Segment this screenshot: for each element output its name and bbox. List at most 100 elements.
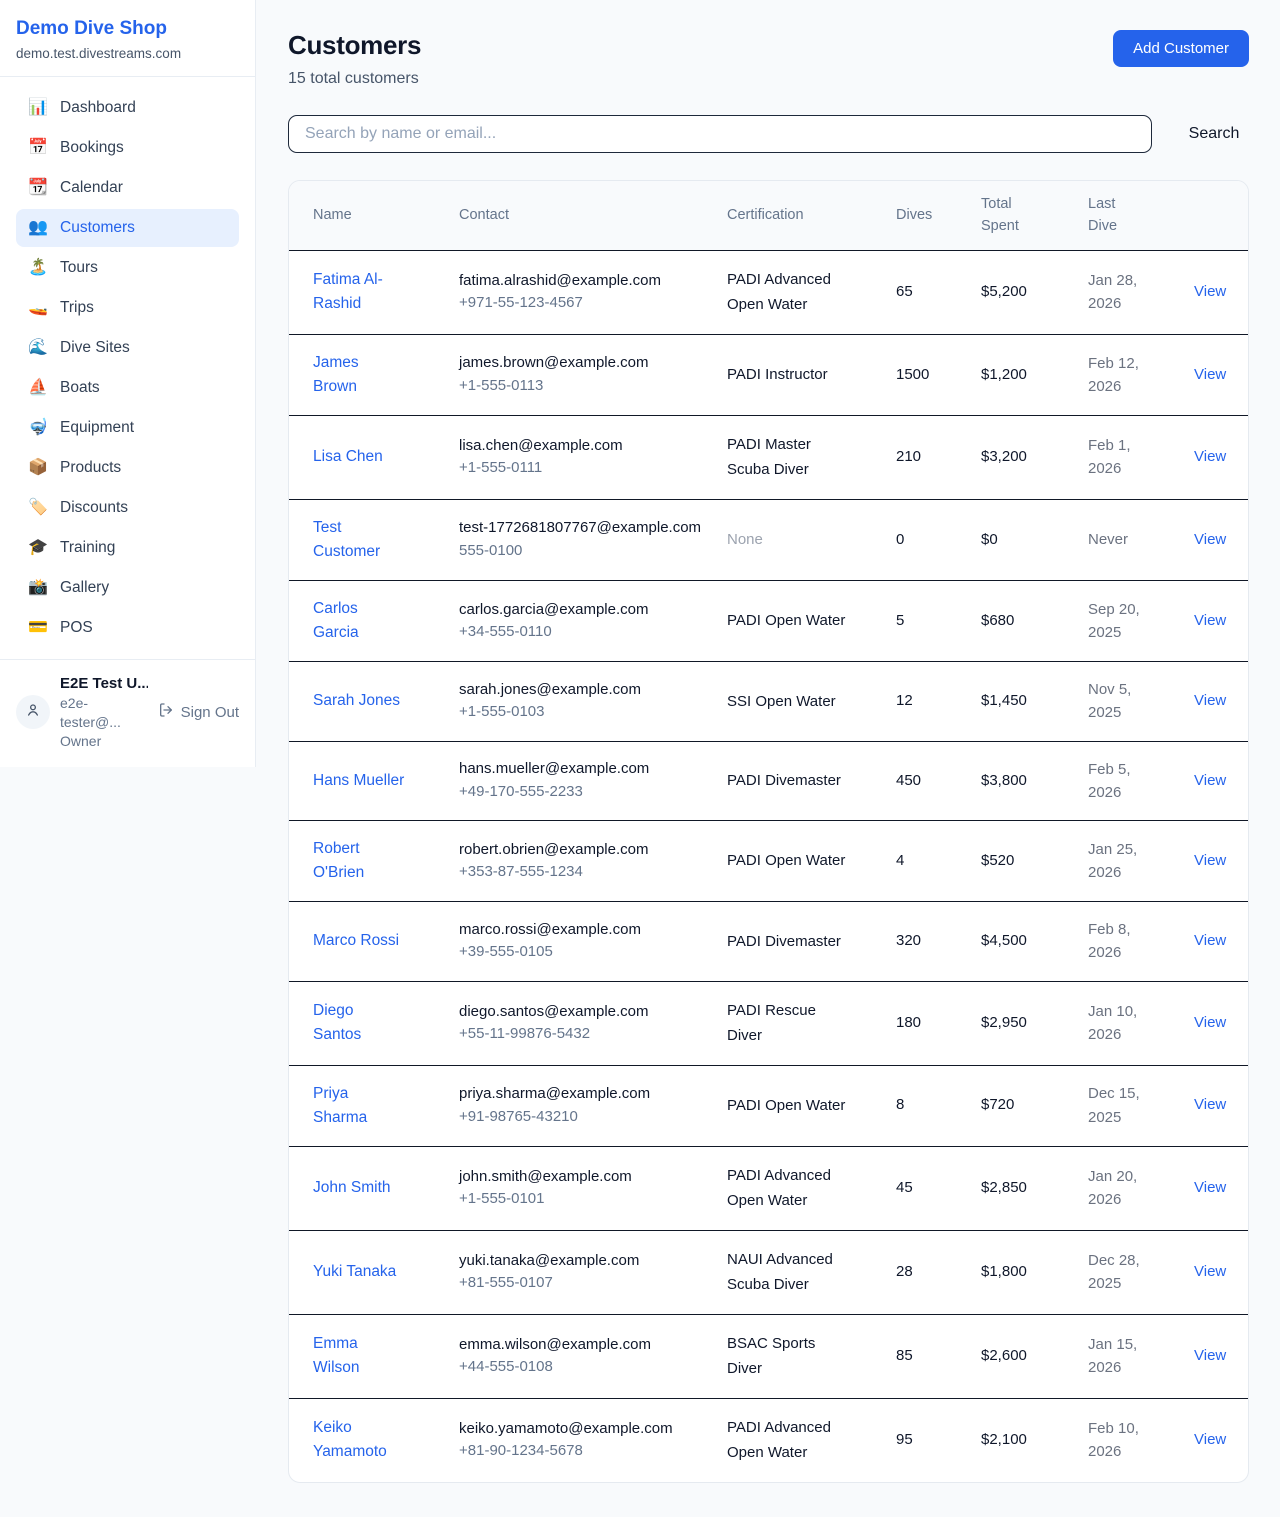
diving-mask-icon: 🤿 <box>28 419 48 436</box>
customer-name-link[interactable]: Keiko Yamamoto <box>313 1419 387 1461</box>
view-link[interactable]: View <box>1194 1178 1227 1196</box>
customer-certification: PADI Divemaster <box>703 741 872 822</box>
customer-last-dive: Sep 20, 2025 <box>1064 580 1170 663</box>
credit-card-icon: 💳 <box>28 619 48 636</box>
customer-name-link[interactable]: Marco Rossi <box>313 932 400 950</box>
customer-email: keiko.yamamoto@example.com <box>459 1419 673 1437</box>
customers-table-card: Name Contact Certification Dives Total Spent… <box>288 180 1249 1483</box>
customer-name-link[interactable]: Emma Wilson <box>313 1335 360 1377</box>
sidebar-item-label: Calendar <box>60 179 123 196</box>
customer-total-spent: $1,200 <box>957 334 1064 416</box>
sign-out-button[interactable]: Sign Out <box>158 702 239 722</box>
camera-icon: 📸 <box>28 579 48 596</box>
sidebar-item-dashboard[interactable]: 📊 Dashboard <box>16 89 239 127</box>
customer-dives: 320 <box>872 901 957 982</box>
view-link[interactable]: View <box>1194 611 1227 629</box>
customer-dives: 28 <box>872 1230 957 1315</box>
view-link[interactable]: View <box>1194 932 1227 950</box>
sidebar-item-label: Training <box>60 539 116 556</box>
customer-dives: 95 <box>896 1430 913 1448</box>
table-row: Yuki Tanaka yuki.tanaka@example.com +81-55… <box>289 1230 1248 1315</box>
customer-certification: PADI Open Water <box>703 1065 872 1147</box>
column-header-name: Name <box>289 181 435 251</box>
customer-name-link[interactable]: Robert O'Brien <box>313 840 365 882</box>
wave-icon: 🌊 <box>28 339 48 356</box>
customer-name-link[interactable]: John Smith <box>313 1179 391 1197</box>
view-link[interactable]: View <box>1194 283 1227 301</box>
view-link[interactable]: View <box>1194 1346 1227 1364</box>
sidebar-item-tours[interactable]: 🏝️ Tours <box>16 249 239 287</box>
view-link[interactable]: View <box>1194 851 1227 869</box>
view-link[interactable]: View <box>1194 1013 1227 1031</box>
view-link[interactable]: View <box>1194 771 1227 789</box>
sidebar-item-customers[interactable]: 👥 Customers <box>16 209 239 247</box>
customer-name-link[interactable]: Sarah Jones <box>313 692 401 710</box>
customer-total-spent: $1,800 <box>957 1230 1064 1315</box>
customer-name-link[interactable]: James Brown <box>313 353 359 395</box>
customer-certification: PADI Advanced Open Water <box>703 250 872 335</box>
customer-name-link[interactable]: Yuki Tanaka <box>313 1263 397 1281</box>
add-customer-button[interactable]: Add Customer <box>1113 30 1249 67</box>
customer-phone: +39-555-0105 <box>459 943 553 961</box>
customer-last-dive: Jan 20, 2026 <box>1064 1146 1170 1231</box>
package-icon: 📦 <box>28 459 48 476</box>
sidebar-item-training[interactable]: 🎓 Training <box>16 529 239 567</box>
table-row: James Brown james.brown@example.com +1-555… <box>289 334 1248 416</box>
sidebar-item-trips[interactable]: 🚤 Trips <box>16 289 239 327</box>
table-row: Robert O'Brien robert.obrien@example.com +… <box>289 820 1248 903</box>
column-header-certification: Certification <box>703 181 872 251</box>
customer-certification: PADI Open Water <box>703 820 872 903</box>
customer-email: test-1772681807767@example.com <box>459 519 702 537</box>
search-button[interactable]: Search <box>1179 117 1249 151</box>
view-link[interactable]: View <box>1194 448 1227 466</box>
customer-name-link[interactable]: Fatima Al-Rashid <box>313 271 383 313</box>
sidebar-user-section: E2E Test U... e2e-tester@... Owner Sign … <box>0 659 255 767</box>
sidebar-item-products[interactable]: 📦 Products <box>16 449 239 487</box>
customer-last-dive: Dec 15, 2025 <box>1064 1065 1170 1147</box>
customer-dives: 1500 <box>872 334 957 416</box>
customer-phone: 555-0100 <box>459 541 523 559</box>
search-input[interactable] <box>288 115 1152 153</box>
view-link[interactable]: View <box>1194 530 1227 548</box>
sidebar-item-boats[interactable]: ⛵ Boats <box>16 369 239 407</box>
table-row: Sarah Jones sarah.jones@example.com +1-555… <box>289 661 1248 742</box>
customer-last-dive: Never <box>1064 499 1170 582</box>
sidebar-item-gallery[interactable]: 📸 Gallery <box>16 569 239 607</box>
calendar-date-icon: 📅 <box>28 139 48 156</box>
page-title: Customers <box>288 30 422 60</box>
island-icon: 🏝️ <box>28 259 48 276</box>
sidebar-item-label: Customers <box>60 219 135 236</box>
logout-icon <box>158 702 174 722</box>
view-link[interactable]: View <box>1194 1262 1227 1280</box>
customer-total-spent: $2,100 <box>981 1430 1027 1448</box>
column-header-total-spent: Total Spent <box>957 181 1064 251</box>
sidebar-item-equipment[interactable]: 🤿 Equipment <box>16 409 239 447</box>
view-link[interactable]: View <box>1194 365 1227 383</box>
sidebar-item-bookings[interactable]: 📅 Bookings <box>16 129 239 167</box>
sidebar-item-dive-sites[interactable]: 🌊 Dive Sites <box>16 329 239 367</box>
customer-name-link[interactable]: Carlos Garcia <box>313 600 359 642</box>
customer-dives: 450 <box>872 741 957 822</box>
sidebar-item-calendar[interactable]: 📆 Calendar <box>16 169 239 207</box>
view-link[interactable]: View <box>1194 1096 1227 1114</box>
customer-name-link[interactable]: Diego Santos <box>313 1002 362 1044</box>
avatar <box>16 695 50 730</box>
customer-name-link[interactable]: Hans Mueller <box>313 771 405 789</box>
customer-last-dive: Jan 28, 2026 <box>1064 250 1170 335</box>
sidebar: Demo Dive Shop demo.test.divestreams.com… <box>0 0 256 767</box>
customer-dives: 8 <box>872 1065 957 1147</box>
sidebar-item-discounts[interactable]: 🏷️ Discounts <box>16 489 239 527</box>
sidebar-item-pos[interactable]: 💳 POS <box>16 609 239 647</box>
graduation-cap-icon: 🎓 <box>28 539 48 556</box>
customer-dives: 65 <box>872 250 957 335</box>
view-link[interactable]: View <box>1194 1430 1227 1448</box>
customer-name-link[interactable]: Test Customer <box>313 518 381 560</box>
customer-last-dive: Feb 5, 2026 <box>1064 741 1170 822</box>
customer-name-link[interactable]: Priya Sharma <box>313 1084 368 1126</box>
customer-phone: +1-555-0111 <box>459 459 543 477</box>
sidebar-item-label: Boats <box>60 379 100 396</box>
customer-total-spent: $3,800 <box>957 741 1064 822</box>
customer-name-link[interactable]: Lisa Chen <box>313 448 383 466</box>
view-link[interactable]: View <box>1194 692 1227 710</box>
